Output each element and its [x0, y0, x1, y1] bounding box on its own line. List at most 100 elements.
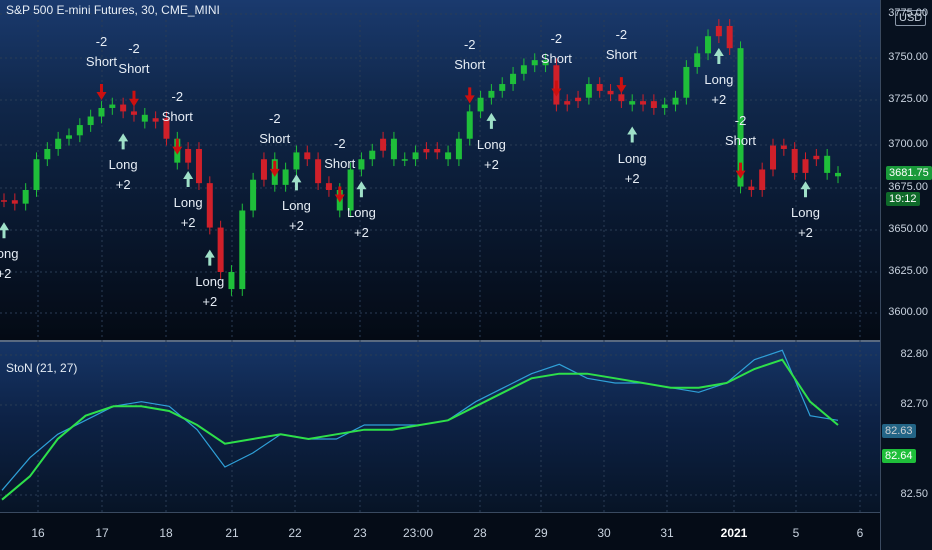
price-candle — [748, 186, 755, 190]
short-signal-qty: -2 — [128, 40, 140, 56]
price-candle — [390, 138, 397, 160]
price-candle — [44, 148, 51, 160]
long-signal-label: Long — [617, 150, 647, 166]
long-signal-label: Long — [791, 205, 820, 221]
currency-badge[interactable]: USD — [895, 10, 927, 26]
time-axis[interactable] — [0, 512, 880, 550]
price-candle — [239, 210, 246, 290]
pane-divider[interactable] — [0, 340, 932, 342]
price-candle — [715, 25, 722, 37]
short-arrow-icon — [128, 90, 139, 107]
price-candle — [347, 169, 354, 211]
price-candle — [683, 66, 690, 98]
osc-blue-badge: 82.63 — [882, 424, 916, 438]
short-arrow-icon — [334, 186, 345, 203]
price-candle — [564, 101, 571, 105]
price-candle — [76, 125, 83, 136]
time-axis-label: 28 — [473, 526, 487, 540]
short-signal-label: Short — [161, 108, 193, 124]
short-arrow-icon — [616, 77, 627, 94]
short-signal-qty: -2 — [268, 110, 281, 126]
price-candle — [98, 107, 105, 117]
time-axis-label: 29 — [534, 526, 548, 540]
price-candle — [152, 118, 159, 122]
long-signal-qty: +2 — [711, 91, 727, 107]
long-arrow-icon — [118, 133, 129, 150]
oscillator-pane[interactable] — [0, 342, 880, 512]
price-candle — [445, 152, 452, 160]
short-signal-qty: -2 — [463, 37, 476, 53]
price-axis-label: 3725.00 — [888, 93, 928, 105]
price-candle — [585, 84, 592, 98]
long-arrow-icon — [204, 249, 215, 266]
long-signal-qty: +2 — [0, 266, 12, 282]
long-arrow-icon — [713, 47, 724, 64]
short-arrow-icon — [551, 80, 562, 97]
price-candle — [705, 36, 712, 54]
long-signal-label: Long — [108, 157, 138, 173]
price-candle — [802, 159, 809, 173]
short-arrow-icon — [735, 162, 746, 179]
price-candle — [629, 101, 636, 105]
time-axis-label: 6 — [856, 526, 864, 540]
short-signal-label: Short — [540, 50, 572, 66]
short-arrow-icon — [269, 160, 280, 177]
time-axis-label: 17 — [95, 526, 109, 540]
price-candle — [195, 148, 202, 184]
price-candle — [185, 148, 192, 163]
time-axis-label: 31 — [660, 526, 674, 540]
price-candle — [835, 172, 841, 177]
long-arrow-icon — [800, 181, 811, 198]
long-signal-qty: +2 — [289, 218, 304, 234]
short-arrow-icon — [96, 83, 107, 100]
price-candle — [455, 138, 462, 160]
price-candle — [488, 90, 495, 98]
chart-title: S&P 500 E-mini Futures, 30, CME_MINI — [6, 3, 220, 17]
price-candle — [141, 114, 148, 122]
long-arrow-icon — [356, 181, 367, 198]
price-candle — [607, 90, 614, 95]
price-candle — [434, 148, 441, 153]
price-axis-label: 3675.00 — [888, 181, 928, 193]
short-signal-qty: -2 — [550, 30, 563, 46]
price-candle — [282, 169, 289, 185]
long-signal-label: Long — [173, 194, 203, 210]
price-candle — [325, 183, 332, 190]
short-signal-label: Short — [324, 156, 356, 172]
price-candle — [737, 48, 744, 187]
price-candle — [726, 25, 733, 49]
price-candle — [618, 94, 625, 102]
short-signal-qty: -2 — [615, 27, 628, 43]
price-pane[interactable] — [0, 0, 880, 340]
price-candle — [575, 97, 582, 102]
price-candle — [596, 84, 603, 91]
price-axis-label: 3700.00 — [888, 138, 928, 150]
price-candle — [694, 53, 701, 67]
short-arrow-icon — [172, 138, 183, 155]
countdown-badge: 19:12 — [886, 192, 920, 206]
price-candle — [22, 189, 29, 204]
price-candle — [672, 97, 679, 105]
price-candle — [759, 169, 766, 190]
price-candle — [791, 148, 798, 173]
price-candle — [650, 101, 657, 108]
price-candle — [11, 200, 18, 204]
long-signal-qty: +2 — [798, 225, 813, 241]
price-candle — [813, 155, 820, 160]
long-arrow-icon — [0, 222, 9, 239]
short-signal-label: Short — [259, 130, 291, 146]
short-signal-label: Short — [605, 47, 637, 63]
price-candle — [87, 116, 94, 126]
indicator-title: StoN (21, 27) — [6, 361, 78, 375]
price-candle — [130, 111, 137, 115]
price-candle — [780, 145, 787, 149]
price-candle — [531, 60, 538, 66]
price-candle — [217, 227, 224, 272]
time-axis-label: 23:00 — [402, 526, 434, 540]
long-signal-qty: +2 — [354, 225, 369, 241]
short-signal-label: Short — [454, 57, 486, 73]
osc-slow-line — [1, 358, 839, 501]
long-arrow-icon — [183, 170, 194, 187]
price-candle — [499, 84, 506, 91]
